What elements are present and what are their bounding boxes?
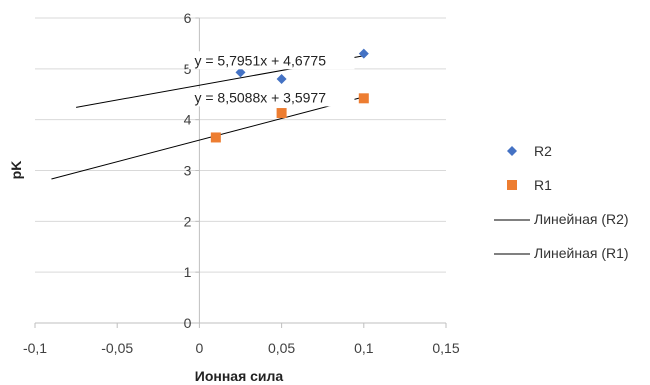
y-tick-label: 0 bbox=[184, 315, 192, 331]
y-tick-label: 1 bbox=[184, 264, 192, 280]
data-point-diamond bbox=[358, 48, 369, 59]
data-point-square bbox=[358, 93, 369, 104]
y-tick-label: 4 bbox=[184, 112, 192, 128]
y-axis-title: pK bbox=[8, 161, 24, 180]
x-tick-label: 0 bbox=[196, 340, 204, 356]
x-axis-ticks: -0,1 -0,05 0 0,05 0,1 0,15 bbox=[23, 323, 460, 356]
equation-background bbox=[188, 88, 355, 107]
y-tick-label: 3 bbox=[184, 163, 192, 179]
data-point-diamond bbox=[276, 74, 287, 84]
legend-entry-label: Линейная (R2) bbox=[534, 211, 629, 227]
x-tick-label: -0,1 bbox=[23, 340, 47, 356]
x-tick-label: 0,1 bbox=[354, 340, 374, 356]
data-point-diamond bbox=[235, 67, 246, 78]
legend: R2 R1 Линейная (R2) Линейная (R1) bbox=[494, 143, 629, 261]
y-tick-label: 2 bbox=[184, 213, 192, 229]
x-tick-label: 0,05 bbox=[268, 340, 295, 356]
equation-background bbox=[188, 51, 355, 70]
legend-entry-label: R1 bbox=[534, 177, 552, 193]
legend-entry-label: Линейная (R1) bbox=[534, 245, 629, 261]
x-tick-label: 0,15 bbox=[432, 340, 459, 356]
trendline-equation: y = 5,7951x + 4,6775 bbox=[194, 52, 326, 68]
y-tick-label: 5 bbox=[184, 61, 192, 77]
data-point-diamond bbox=[507, 146, 517, 156]
trendline bbox=[51, 96, 364, 180]
trendlines bbox=[51, 55, 364, 180]
legend-entry-label: R2 bbox=[534, 143, 552, 159]
data-point-square bbox=[507, 180, 517, 190]
x-tick-label: -0,05 bbox=[101, 340, 133, 356]
y-tick-label: 6 bbox=[184, 10, 192, 26]
data-points bbox=[210, 48, 369, 143]
data-point-square bbox=[276, 108, 287, 119]
data-point-square bbox=[210, 132, 221, 143]
y-axis-ticks: 0 1 2 3 4 5 6 bbox=[184, 10, 200, 331]
trendline-equations: y = 5,7951x + 4,6775 y = 8,5088x + 3,5977 bbox=[188, 51, 355, 107]
trendline-equation: y = 8,5088x + 3,5977 bbox=[194, 89, 326, 105]
x-axis-title: Ионная сила bbox=[195, 368, 284, 384]
